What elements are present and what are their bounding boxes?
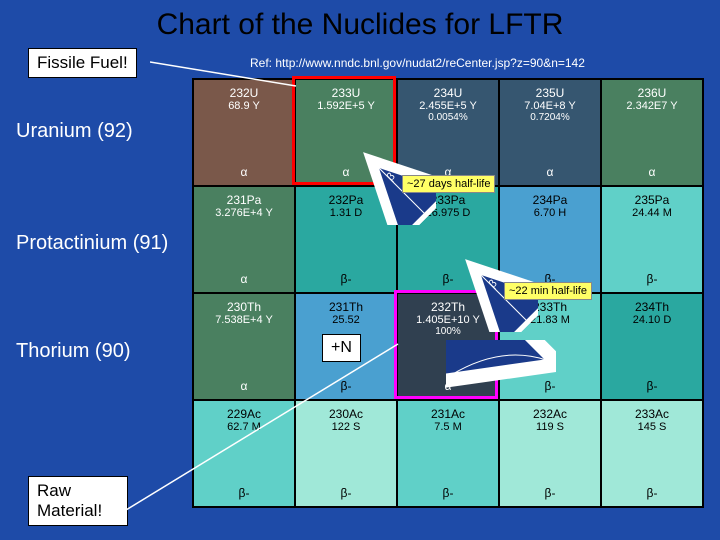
nuclide-cell: 233U1.592E+5 Y α: [296, 80, 396, 185]
nuclide-cell: 232Th1.405E+10 Y100% α: [398, 294, 498, 399]
half-life: 26.975 D: [426, 207, 471, 219]
half-life: 119 S: [536, 421, 564, 433]
nuclide-cell: 235U7.04E+8 Y0.7204% α: [500, 80, 600, 185]
nuclide-id: 236U: [638, 86, 667, 100]
raw-material-box: Raw Material!: [28, 476, 128, 526]
nuclide-cell: 230Ac122 S β-: [296, 401, 396, 506]
decay-mode: α: [241, 379, 248, 393]
nuclide-id: 230Th: [227, 300, 261, 314]
nuclide-cell: 232Ac119 S β-: [500, 401, 600, 506]
halflife-callout-1: ~27 days half-life: [402, 175, 495, 193]
nuclide-grid: 232U68.9 Y α 233U1.592E+5 Y α 234U2.455E+5 Y…: [192, 78, 704, 508]
decay-mode: β-: [443, 486, 454, 500]
row-label: Protactinium (91): [16, 232, 168, 255]
nuclide-cell: 234U2.455E+5 Y0.0054%α: [398, 80, 498, 185]
half-life: 24.10 D: [633, 314, 672, 326]
half-life: 2.342E7 Y: [626, 100, 677, 112]
neutron-capture-label: +N: [322, 334, 361, 362]
ref-url: http://www.nndc.bnl.gov/nudat2/reCenter.…: [275, 56, 585, 70]
row-label: Thorium (90): [16, 340, 130, 363]
decay-mode: β-: [239, 486, 250, 500]
nuclide-cell: 233Th21.83 M β-: [500, 294, 600, 399]
nuclide-cell: 232U68.9 Y α: [194, 80, 294, 185]
ref-label: Ref:: [250, 56, 272, 70]
decay-mode: β-: [545, 379, 556, 393]
decay-mode: β-: [647, 486, 658, 500]
nuclide-cell: 231Pa3.276E+4 Y α: [194, 187, 294, 292]
half-life: 6.70 H: [534, 207, 566, 219]
decay-mode: α: [241, 165, 248, 179]
half-life: 25.52: [332, 314, 360, 326]
nuclide-id: 234Pa: [533, 193, 568, 207]
nuclide-cell: 234Pa6.70 Hβ-: [500, 187, 600, 292]
half-life: 62.7 M: [227, 421, 261, 433]
decay-mode: β-: [545, 486, 556, 500]
nuclide-id: 231Th: [329, 300, 363, 314]
half-life: 7.5 M: [434, 421, 462, 433]
half-life: 1.31 D: [330, 207, 362, 219]
decay-mode: β-: [647, 379, 658, 393]
half-life: 21.83 M: [530, 314, 570, 326]
decay-mode: β-: [341, 486, 352, 500]
nuclide-cell: 229Ac62.7 M β-: [194, 401, 294, 506]
nuclide-id: 232Th: [431, 300, 465, 314]
nuclide-cell: 234Th24.10 D β-: [602, 294, 702, 399]
nuclide-id: 232Pa: [329, 193, 364, 207]
abundance: 0.7204%: [530, 112, 569, 123]
decay-mode: β-: [647, 272, 658, 286]
nuclide-id: 235U: [536, 86, 565, 100]
reference-line: Ref: http://www.nndc.bnl.gov/nudat2/reCe…: [250, 56, 585, 70]
abundance: 100%: [435, 326, 461, 337]
nuclide-cell: 233Ac145 S β-: [602, 401, 702, 506]
half-life: 2.455E+5 Y: [419, 100, 477, 112]
half-life: 122 S: [332, 421, 361, 433]
decay-mode: α: [241, 272, 248, 286]
half-life: 7.04E+8 Y: [524, 100, 575, 112]
half-life: 7.538E+4 Y: [215, 314, 273, 326]
nuclide-cell: 233Pa26.975 D β-: [398, 187, 498, 292]
page-title: Chart of the Nuclides for LFTR: [0, 0, 720, 46]
nuclide-id: 232U: [230, 86, 259, 100]
nuclide-id: 232Ac: [533, 407, 567, 421]
decay-mode: β-: [341, 379, 352, 393]
nuclide-id: 235Pa: [635, 193, 670, 207]
decay-mode: α: [445, 379, 452, 393]
nuclide-id: 230Ac: [329, 407, 363, 421]
nuclide-id: 234U: [434, 86, 463, 100]
row-label: Uranium (92): [16, 120, 133, 143]
nuclide-cell: 231Ac7.5 M β-: [398, 401, 498, 506]
half-life: 3.276E+4 Y: [215, 207, 273, 219]
decay-mode: α: [649, 165, 656, 179]
nuclide-id: 231Pa: [227, 193, 262, 207]
half-life: 24.44 M: [632, 207, 672, 219]
nuclide-id: 233Ac: [635, 407, 669, 421]
half-life: 1.592E+5 Y: [317, 100, 375, 112]
nuclide-id: 231Ac: [431, 407, 465, 421]
nuclide-id: 234Th: [635, 300, 669, 314]
decay-mode: α: [547, 165, 554, 179]
nuclide-id: 229Ac: [227, 407, 261, 421]
abundance: 0.0054%: [428, 112, 467, 123]
half-life: 1.405E+10 Y: [416, 314, 480, 326]
nuclide-cell: 230Th7.538E+4 Y α: [194, 294, 294, 399]
decay-mode: α: [343, 165, 350, 179]
halflife-callout-2: ~22 min half-life: [504, 282, 592, 300]
fissile-label-box: Fissile Fuel!: [28, 48, 137, 78]
decay-mode: β-: [341, 272, 352, 286]
nuclide-id: 233Pa: [431, 193, 466, 207]
nuclide-id: 233Th: [533, 300, 567, 314]
decay-mode: β-: [443, 272, 454, 286]
nuclide-cell: 236U2.342E7 Y α: [602, 80, 702, 185]
half-life: 68.9 Y: [228, 100, 260, 112]
nuclide-id: 233U: [332, 86, 361, 100]
half-life: 145 S: [638, 421, 667, 433]
nuclide-cell: 232Pa1.31 D β-: [296, 187, 396, 292]
nuclide-cell: 235Pa24.44 M β-: [602, 187, 702, 292]
